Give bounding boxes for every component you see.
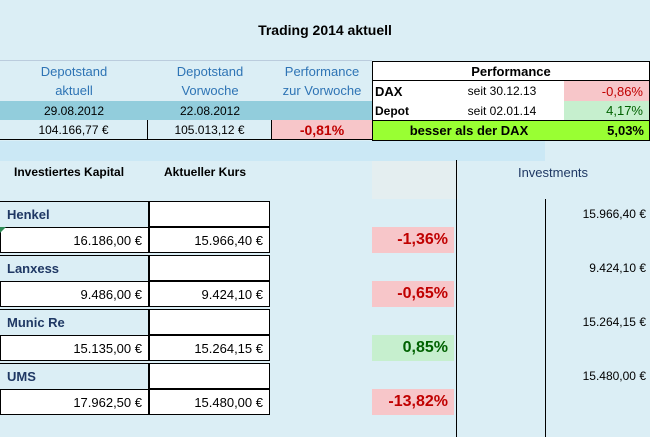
column-current-price: Aktueller Kurs [164,165,247,179]
position-invested[interactable]: 9.486,00 € [0,281,149,307]
position-name: UMS [0,363,149,389]
position-investment-value[interactable]: 15.966,40 € [582,207,646,221]
dax-performance[interactable]: -0,86% [564,81,649,101]
header-depot-current-line2: aktuell [55,83,93,98]
better-value[interactable]: 5,03% [607,123,644,138]
column-invested: Investiertes Kapital [14,165,125,179]
cell-corner-marker [0,227,6,233]
position-empty-cell [149,201,270,227]
perf-week-value[interactable]: -0,81% [272,120,372,140]
header-depot-prev: Depotstand Vorwoche [148,62,272,100]
dax-since: seit 30.12.13 [467,84,537,98]
depot-since: seit 02.01.14 [467,103,537,118]
date-prev[interactable]: 22.08.2012 [179,103,241,118]
header-depot-prev-line1: Depotstand [176,64,244,79]
separator-band [0,141,545,161]
position-empty-cell [149,363,270,389]
header-depot-current: Depotstand aktuell [0,62,148,100]
depot-performance[interactable]: 4,17% [564,101,649,120]
position-name: Munic Re [0,309,149,335]
position-investment-value[interactable]: 15.480,00 € [582,369,646,383]
header-perf-week: Performance zur Vorwoche [272,62,372,100]
investments-divider-2 [545,199,546,437]
header-depot-current-line1: Depotstand [40,64,108,79]
header-perf-week-line2: zur Vorwoche [282,83,362,98]
position-current-price[interactable]: 15.966,40 € [149,227,270,253]
position-performance[interactable]: -0,65% [372,281,454,307]
dax-label: DAX [375,83,403,99]
position-invested[interactable]: 15.135,00 € [0,335,149,361]
performance-box-title: Performance [372,62,650,81]
value-prev[interactable]: 105.013,12 € [148,120,272,140]
position-investment-value[interactable]: 15.264,15 € [582,315,646,329]
position-current-price[interactable]: 15.480,00 € [149,389,270,415]
date-row [0,101,372,120]
position-name: Henkel [0,201,149,227]
date-current[interactable]: 29.08.2012 [43,103,105,118]
position-empty-cell [149,309,270,335]
position-name: Lanxess [0,255,149,281]
investments-header-box [372,161,458,199]
investments-divider [456,160,457,437]
sheet-title: Trading 2014 aktuell [258,22,392,38]
position-invested[interactable]: 17.962,50 € [0,389,149,415]
better-label: besser als der DAX [409,123,529,138]
position-empty-cell [149,255,270,281]
position-current-price[interactable]: 15.264,15 € [149,335,270,361]
column-investments: Investments [517,164,589,180]
value-current[interactable]: 104.166,77 € [0,120,148,140]
position-performance[interactable]: -13,82% [372,389,454,415]
position-performance[interactable]: -1,36% [372,227,454,253]
header-perf-week-line1: Performance [284,64,360,79]
position-invested[interactable]: 16.186,00 € [0,227,149,253]
position-performance[interactable]: 0,85% [372,335,454,361]
position-current-price[interactable]: 9.424,10 € [149,281,270,307]
depot-label: Depot [375,103,409,118]
header-depot-prev-line2: Vorwoche [181,83,239,98]
position-investment-value[interactable]: 9.424,10 € [589,261,646,275]
